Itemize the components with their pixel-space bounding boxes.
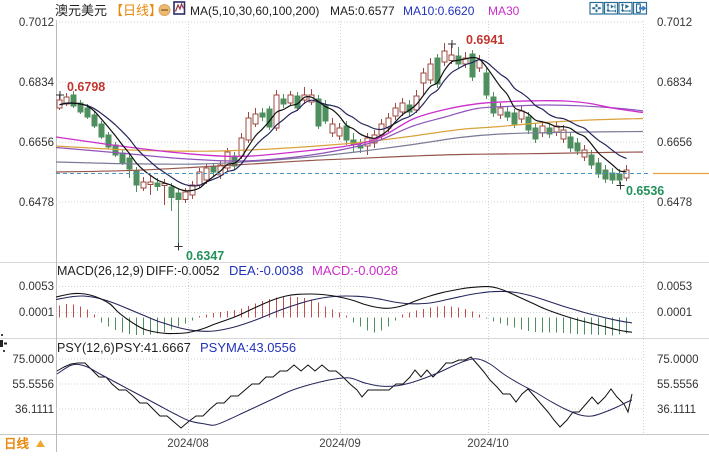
svg-text:日线: 日线 — [4, 436, 30, 451]
svg-text:0.6941: 0.6941 — [466, 33, 504, 47]
svg-text:0.0001: 0.0001 — [19, 307, 54, 319]
svg-text:MA30: MA30 — [488, 4, 520, 18]
svg-text:55.5556: 55.5556 — [657, 379, 699, 391]
svg-text:0.6656: 0.6656 — [19, 137, 54, 149]
svg-text:MA(5,10,30,60,100,200): MA(5,10,30,60,100,200) — [190, 4, 319, 18]
svg-text:澳元美元: 澳元美元 — [55, 3, 107, 18]
svg-text:2024/10: 2024/10 — [467, 438, 509, 450]
svg-text:0.6478: 0.6478 — [19, 197, 54, 209]
svg-text:DEA:-0.0038: DEA:-0.0038 — [229, 263, 303, 278]
svg-text:36.1111: 36.1111 — [657, 404, 696, 416]
svg-text:2024/08: 2024/08 — [167, 438, 209, 450]
svg-text:PSY(12,6): PSY(12,6) — [57, 341, 115, 355]
svg-text:0.6347: 0.6347 — [186, 249, 224, 263]
svg-text:MA10:0.6620: MA10:0.6620 — [403, 4, 475, 18]
svg-text:MACD(26,12,9): MACD(26,12,9) — [57, 264, 144, 278]
svg-text:0.0053: 0.0053 — [657, 281, 692, 293]
svg-text:0.7012: 0.7012 — [19, 17, 54, 29]
svg-text:36.1111: 36.1111 — [15, 404, 54, 416]
svg-text:PSYMA:43.0556: PSYMA:43.0556 — [200, 340, 296, 355]
svg-text:55.5556: 55.5556 — [12, 379, 54, 391]
svg-text:MACD:-0.0028: MACD:-0.0028 — [312, 263, 398, 278]
svg-text:0.6536: 0.6536 — [626, 184, 664, 198]
svg-text:0.0053: 0.0053 — [19, 281, 54, 293]
svg-text:0.7012: 0.7012 — [657, 17, 692, 29]
svg-text:0.6478: 0.6478 — [657, 197, 692, 209]
svg-text:0.6798: 0.6798 — [67, 80, 105, 94]
svg-text:【日线】: 【日线】 — [110, 3, 162, 18]
svg-text:75.0000: 75.0000 — [12, 354, 54, 366]
svg-text:MA5:0.6577: MA5:0.6577 — [330, 4, 395, 18]
svg-text:PSY:41.6667: PSY:41.6667 — [115, 340, 191, 355]
svg-text:DIFF:-0.0052: DIFF:-0.0052 — [146, 264, 220, 278]
svg-text:2024/09: 2024/09 — [319, 438, 361, 450]
svg-text:75.0000: 75.0000 — [657, 354, 699, 366]
svg-text:0.6834: 0.6834 — [657, 77, 693, 89]
svg-text:0.0001: 0.0001 — [657, 307, 692, 319]
svg-text:0.6656: 0.6656 — [657, 137, 692, 149]
svg-text:0.6834: 0.6834 — [19, 77, 55, 89]
